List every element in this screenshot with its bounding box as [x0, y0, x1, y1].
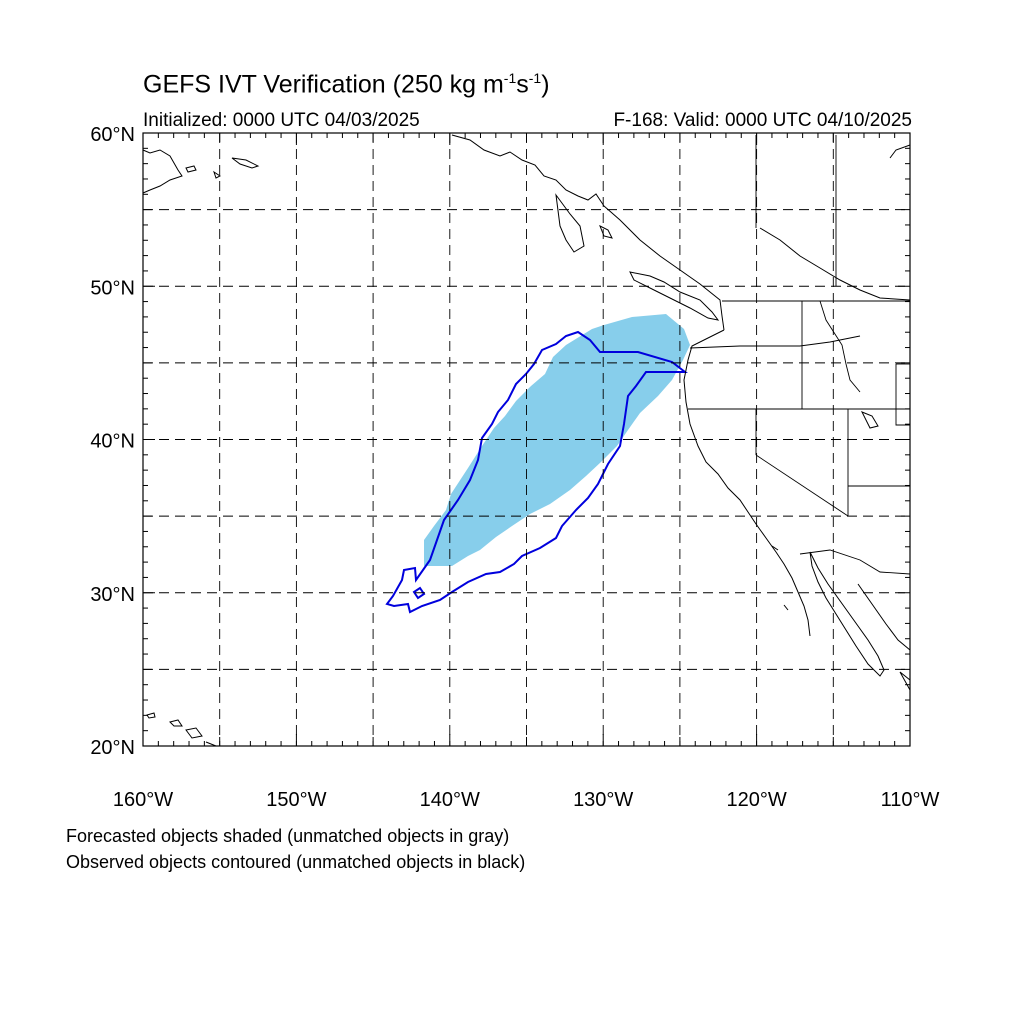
observed-caption: Observed objects contoured (unmatched ob… — [66, 852, 526, 872]
graticule — [143, 133, 910, 746]
lon-label: 110°W — [881, 789, 940, 811]
observed-object-contour-small — [412, 586, 426, 600]
lat-label: 60°N — [90, 124, 135, 146]
axis-ticks — [142, 132, 911, 747]
lon-label: 130°W — [573, 789, 633, 811]
lon-label: 160°W — [113, 789, 173, 811]
lat-label: 40°N — [90, 431, 135, 453]
lat-label: 20°N — [90, 737, 135, 759]
political-borders — [688, 135, 911, 575]
axis-labels: 60°N 50°N 40°N 30°N 20°N 160°W 150°W 140°W 130°W… — [90, 124, 939, 811]
lat-label: 50°N — [90, 277, 135, 299]
forecast-object-shaded — [424, 314, 690, 566]
hawaii-islands — [146, 712, 217, 747]
init-time-label: Initialized: 0000 UTC 04/03/2025 — [143, 110, 420, 131]
valid-time-label: F-168: Valid: 0000 UTC 04/10/2025 — [613, 110, 912, 131]
lat-label: 30°N — [90, 584, 135, 606]
lon-label: 150°W — [266, 789, 326, 811]
lon-label: 120°W — [726, 789, 786, 811]
forecast-caption: Forecasted objects shaded (unmatched obj… — [66, 826, 510, 846]
observed-object-contour — [385, 330, 688, 614]
lon-label: 140°W — [420, 789, 480, 811]
chart-title: GEFS IVT Verification (250 kg m-1s-1) — [143, 70, 550, 99]
